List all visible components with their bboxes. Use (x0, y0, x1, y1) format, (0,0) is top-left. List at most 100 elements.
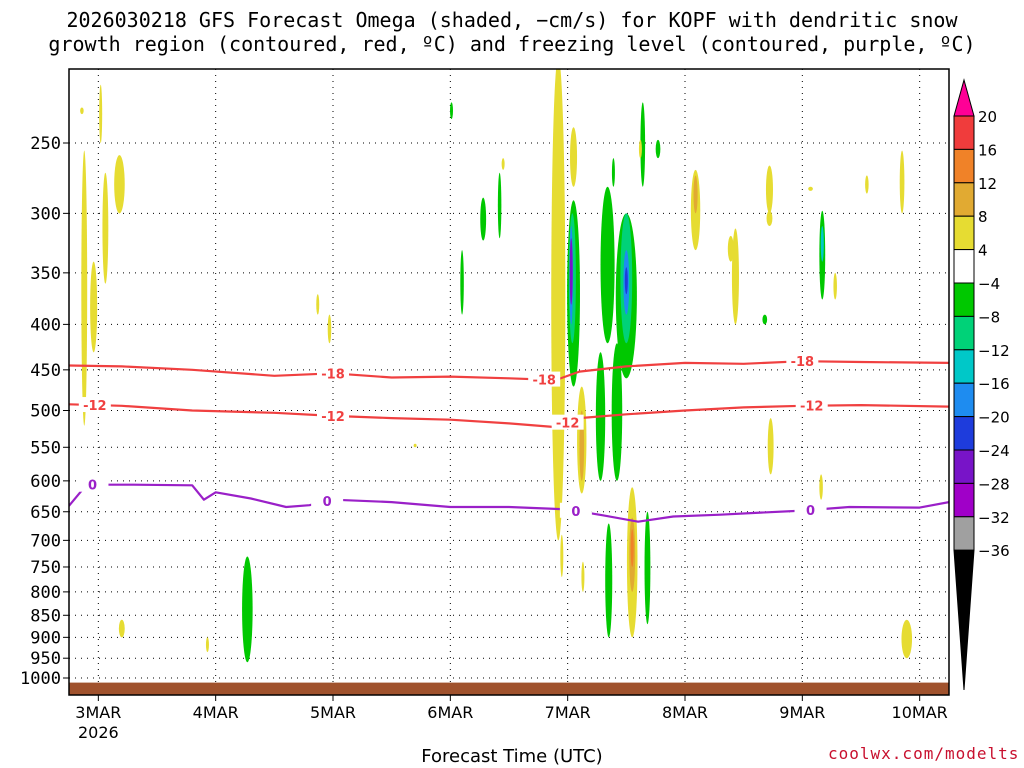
omega-shade-region (833, 272, 837, 300)
colorbar-level-label: −4 (978, 275, 1000, 293)
contour-label-bg (317, 407, 349, 423)
omega-shade-region (569, 238, 573, 305)
contour-label: 0 (88, 479, 97, 494)
omega-shade-region (581, 561, 585, 592)
contour-label-bg (78, 397, 111, 413)
y-tick-label: 800 (30, 583, 61, 603)
y-tick-label: 500 (30, 402, 61, 422)
contour-label: 0 (323, 495, 332, 510)
omega-shade-region (765, 165, 773, 214)
omega-shade-region (808, 186, 813, 191)
contour-label-bg (528, 371, 561, 387)
colorbar-segment (953, 416, 975, 451)
omega-shade-region (118, 619, 125, 638)
colorbar-top-arrow (953, 78, 975, 117)
contour-0C (69, 483, 949, 523)
x-tick-label: 3MAR (75, 703, 121, 722)
colorbar-level-label: 8 (978, 208, 988, 226)
colorbar-level-label: −20 (978, 409, 1010, 427)
y-tick-label: 300 (30, 204, 61, 224)
omega-shade-region (80, 107, 84, 115)
ground-layer (69, 682, 949, 695)
colorbar-segment (953, 349, 975, 384)
contour-label-bg (559, 502, 592, 518)
contour--12C (69, 403, 949, 429)
omega-shade-region (460, 250, 464, 315)
contour-label-bg (76, 476, 109, 492)
omega-shade-region (640, 102, 646, 187)
omega-shade-region (605, 523, 613, 638)
contour-label: 0 (806, 504, 815, 519)
omega-shade-region (630, 529, 634, 567)
omega-shade-region (901, 619, 913, 659)
omega-shade-region (450, 102, 454, 120)
omega-shading-layer (80, 69, 913, 663)
y-tick-label: 900 (30, 628, 61, 648)
colorbar-segment (953, 449, 975, 484)
contour-layer: -18 -18 -18 -12 -12 -12 -12 0 0 0 0 (69, 353, 949, 523)
omega-shade-region (102, 172, 109, 284)
omega-shade-region (114, 155, 125, 214)
colorbar-level-label: −12 (978, 342, 1010, 360)
omega-shade-region (611, 343, 623, 481)
chart-title-line1: 2026030218 GFS Forecast Omega (shaded, −… (66, 8, 958, 32)
y-tick-label: 850 (30, 606, 61, 626)
omega-shade-region (81, 150, 88, 426)
omega-shade-region (819, 474, 823, 500)
omega-shade-region (242, 556, 253, 663)
y-tick-label: 750 (30, 558, 61, 578)
colorbar: 20 16 12 8 4 −4 −8 −12 −16 −20 −24 −28 −32 −36 (953, 78, 1010, 691)
omega-shade-region (638, 139, 642, 159)
x-tick-label: 9MAR (779, 703, 825, 722)
x-axis-label: Forecast Time (UTC) (421, 746, 603, 767)
omega-shade-region (693, 175, 698, 214)
omega-shade-region (820, 226, 824, 262)
chart-title-line2: growth region (contoured, red, ºC) and f… (48, 32, 976, 56)
x-tick-label: 6MAR (427, 703, 473, 722)
omega-shade-region (600, 186, 615, 344)
colorbar-segment (953, 516, 975, 551)
ground-surface (69, 682, 949, 695)
y-tick-label: 550 (30, 438, 61, 458)
colorbar-level-label: −28 (978, 475, 1010, 493)
omega-shade-region (644, 511, 651, 625)
colorbar-segment (953, 282, 975, 317)
colorbar-segment (953, 115, 975, 150)
omega-shade-region (90, 261, 98, 353)
colorbar-level-label: 16 (978, 141, 997, 159)
y-tick-label: 1000 (20, 669, 61, 689)
colorbar-level-label: 12 (978, 175, 997, 193)
contour-label-bg (786, 353, 819, 369)
colorbar-bottom-arrow (953, 549, 975, 691)
contour-label: -18 (321, 367, 345, 382)
omega-shade-region (655, 139, 661, 159)
contour-label-bg (795, 397, 828, 413)
colorbar-segment (953, 482, 975, 518)
x-tick-sublabel: 2026 (78, 723, 119, 742)
colorbar-level-label: −32 (978, 509, 1010, 527)
omega-shade-region (99, 84, 103, 143)
y-tick-label: 700 (30, 531, 61, 551)
contour-label: -12 (556, 417, 580, 432)
colorbar-level-label: −16 (978, 375, 1010, 393)
y-tick-label: 600 (30, 472, 61, 492)
omega-shade-region (560, 534, 564, 578)
omega-shade-region (762, 314, 768, 325)
contour-label: 0 (571, 505, 580, 520)
contour-label: -12 (321, 410, 345, 425)
y-tick-label: 400 (30, 315, 61, 335)
omega-shade-region (316, 294, 320, 315)
colorbar-level-label: −8 (978, 308, 1000, 326)
x-tick-label: 8MAR (662, 703, 708, 722)
contour-label: -12 (83, 399, 107, 414)
contour-label: -12 (800, 400, 824, 415)
contour-label: -18 (532, 374, 556, 389)
omega-shade-region (624, 267, 628, 295)
colorbar-level-label: −24 (978, 442, 1010, 460)
omega-shade-region (413, 443, 417, 448)
colorbar-level-label: −36 (978, 542, 1010, 560)
colorbar-level-label: 20 (978, 108, 997, 126)
colorbar-segment (953, 249, 975, 284)
omega-shade-region (767, 418, 774, 475)
